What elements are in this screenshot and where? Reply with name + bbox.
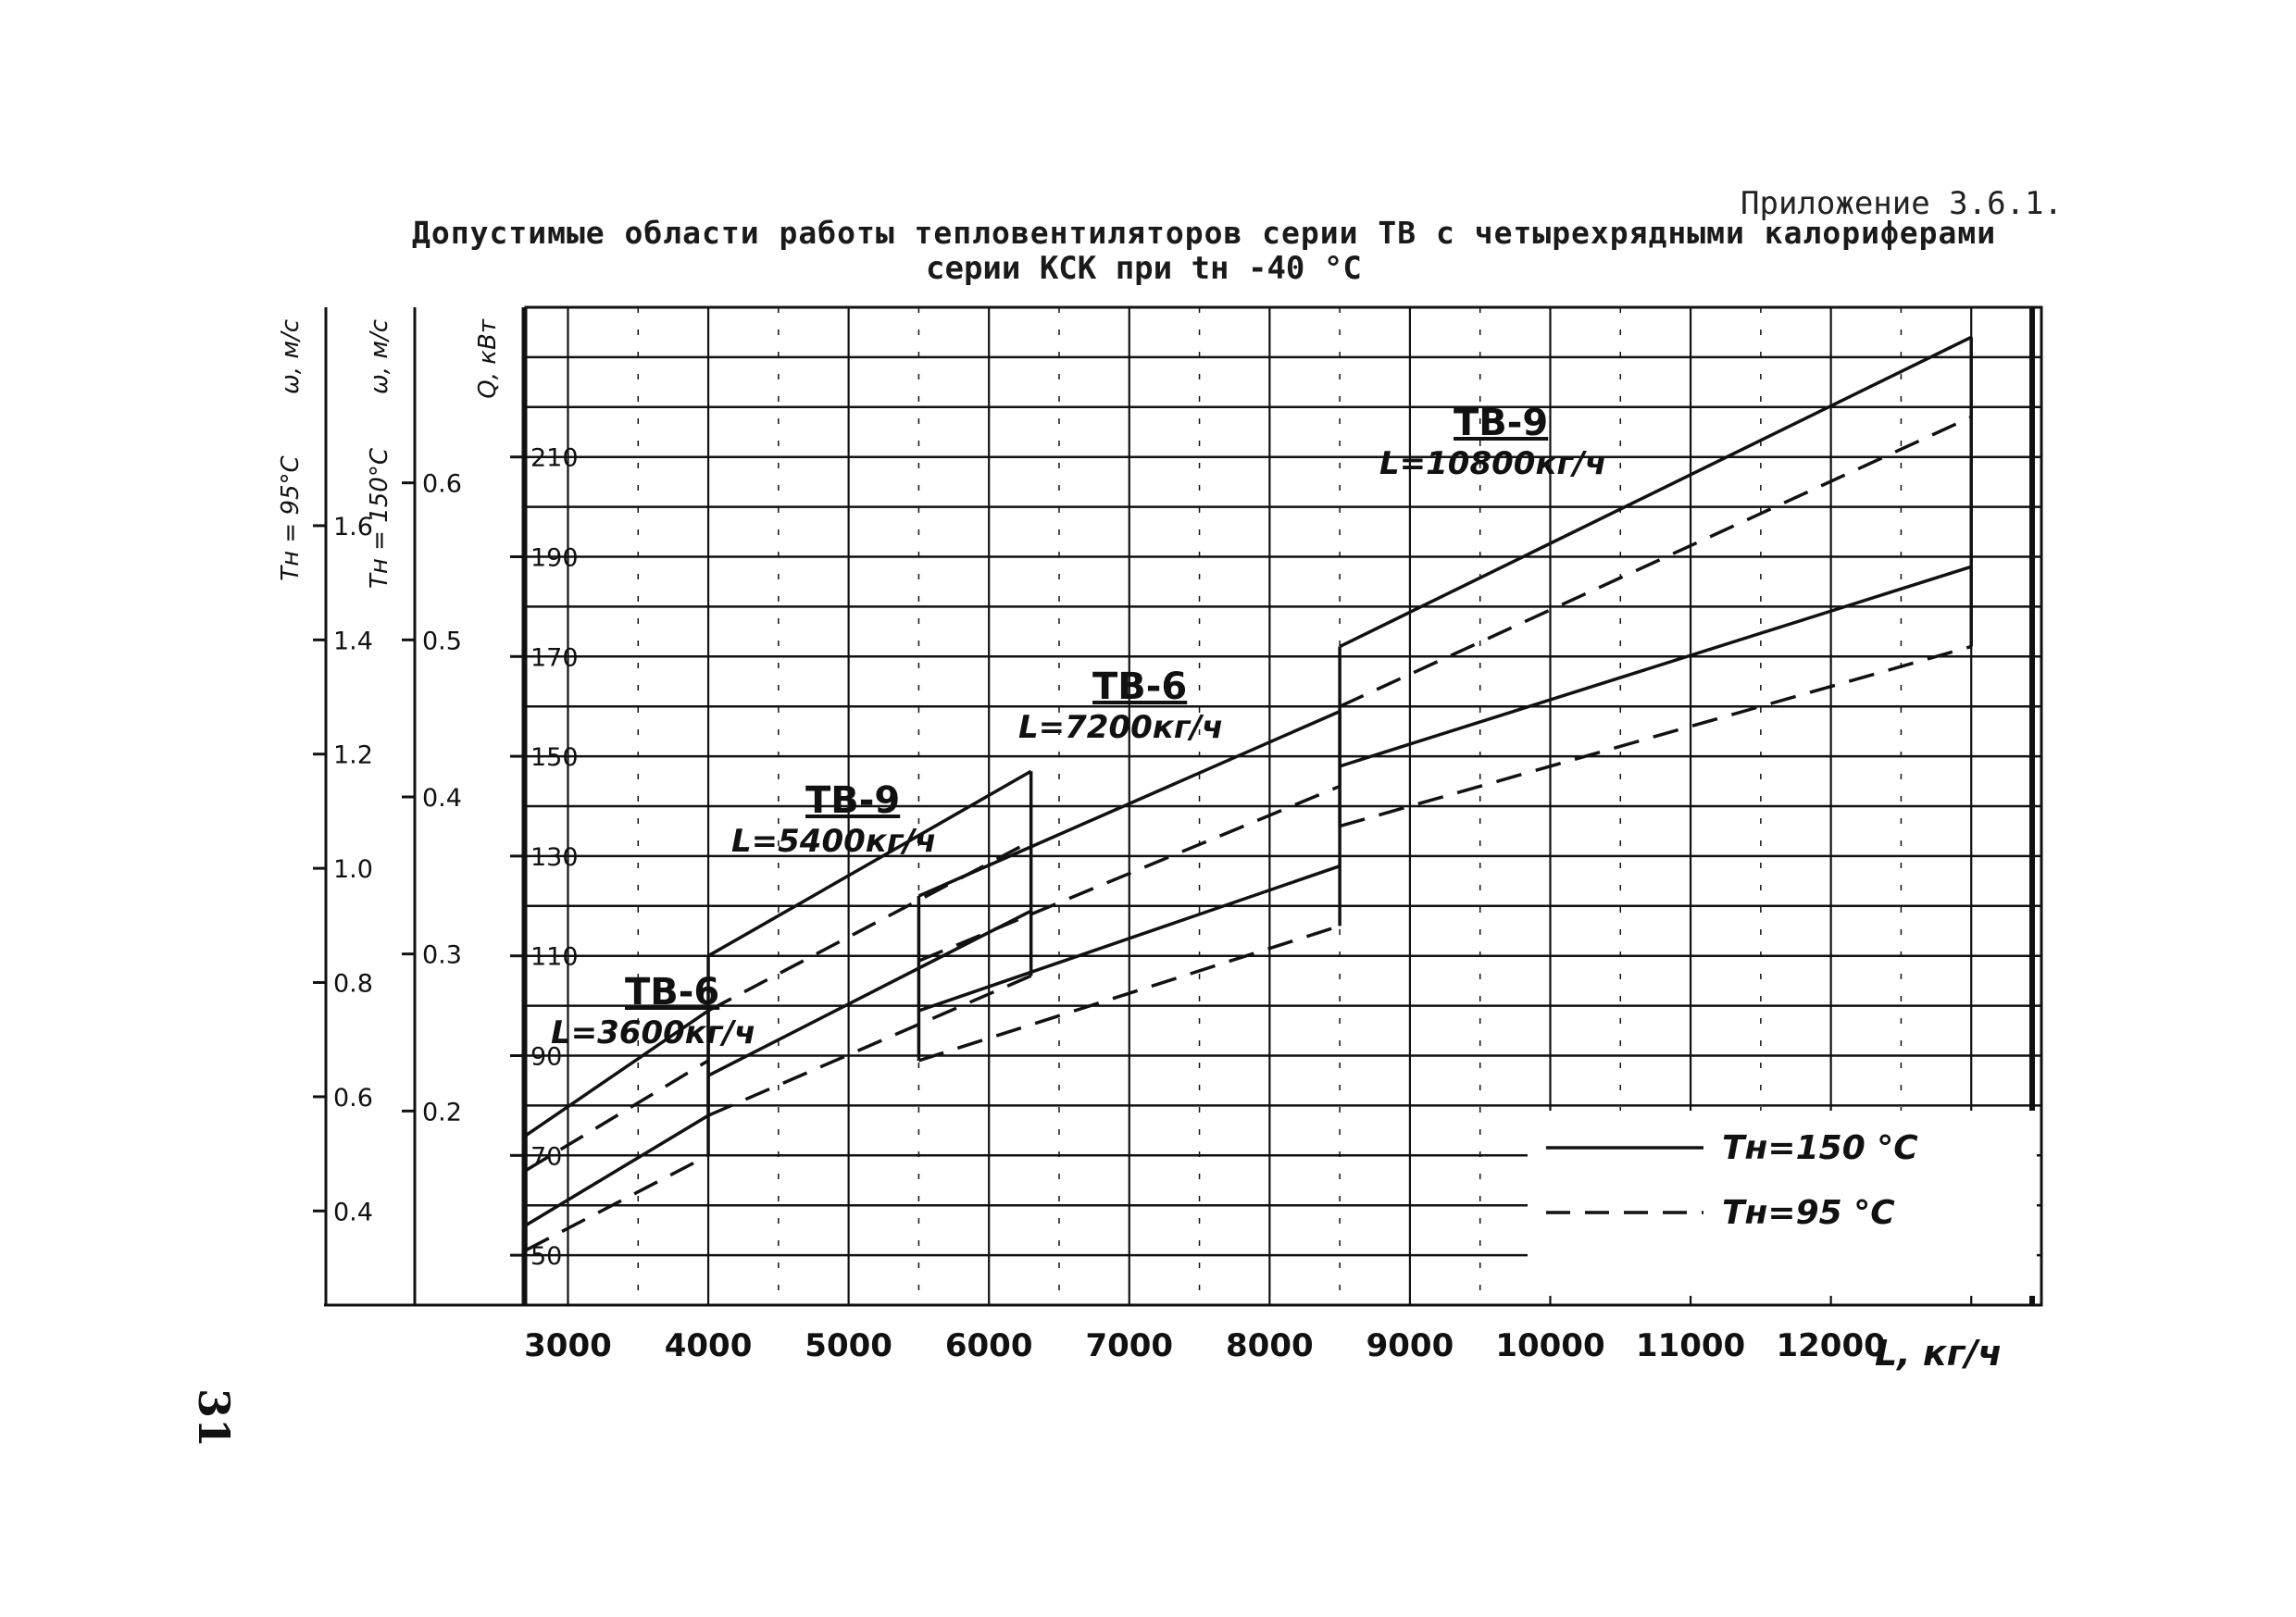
y-tick-label: 0.2 <box>422 1098 462 1126</box>
chart-marks <box>524 335 2037 1296</box>
y-tick-label: 110 <box>530 943 579 972</box>
y-tick-label: 90 <box>530 1043 562 1072</box>
y-tick-label: 0.3 <box>422 941 462 970</box>
series-line-solid <box>917 864 1341 1013</box>
region-flow-label: L=7200кг/ч <box>1018 709 1223 746</box>
appendix-label: Приложение 3.6.1. <box>1741 185 2063 222</box>
y-tick-label: 0.4 <box>422 784 462 813</box>
series-line-solid <box>707 909 1032 1077</box>
series-line-solid <box>525 1113 709 1227</box>
y-axis-sublabel: Tн = 95°С <box>277 454 305 580</box>
x-tick-label: 6000 <box>945 1327 1033 1364</box>
y-tick-label: 190 <box>530 544 579 573</box>
y-tick-label: 1.6 <box>333 513 373 541</box>
y-tick-label: 0.4 <box>333 1198 373 1226</box>
y-axis-label: ω, м/с <box>277 319 305 394</box>
y-tick-label: 150 <box>530 743 579 772</box>
region-name-label: ТВ-6 <box>1092 665 1187 708</box>
region-flow-label: L=5400кг/ч <box>731 823 936 860</box>
y-tick-label: 1.4 <box>333 627 373 655</box>
y-axis-label: ω, м/с <box>366 319 393 394</box>
y-tick-label: 170 <box>530 643 579 672</box>
x-tick-label: 5000 <box>805 1327 892 1364</box>
y-axis-sublabel: Tн = 150°С <box>366 447 393 589</box>
series-line-dashed <box>917 784 1341 963</box>
chart-axes <box>313 305 2043 1307</box>
y-tick-label: 0.5 <box>422 627 462 655</box>
y-tick-label: 0.6 <box>422 470 462 499</box>
y-tick-label: 70 <box>530 1142 562 1171</box>
series-line-dashed <box>1339 415 1972 708</box>
series-line-solid <box>1339 565 1972 768</box>
region-name-label: ТВ-9 <box>805 779 900 822</box>
chart-title-line1: Допустимые области работы тепловентилято… <box>412 215 1997 251</box>
series-line-solid <box>525 1009 710 1138</box>
series-line-dashed <box>1339 644 1972 828</box>
y-tick-label: 0.6 <box>333 1084 373 1113</box>
series-line-dashed <box>707 974 1032 1117</box>
y-tick-label: 1.2 <box>333 741 373 770</box>
chart-title-line2: серии КСК при tн -40 °С <box>926 250 1362 287</box>
y-tick-label: 50 <box>530 1242 562 1271</box>
region-flow-label: L=3600кг/ч <box>551 1014 755 1051</box>
y-tick-label: 1.0 <box>333 855 373 884</box>
region-name-label: ТВ-9 <box>1454 402 1548 444</box>
series-line-solid <box>917 709 1341 898</box>
region-name-label: ТВ-6 <box>625 971 719 1014</box>
region-flow-label: L=10800кг/ч <box>1379 445 1606 482</box>
chart-labels: 3000 4000 5000 6000 7000 8000 9000 10000 11000 12… <box>277 318 2003 1374</box>
series-line-solid <box>707 769 1032 958</box>
x-tick-label: 3000 <box>524 1327 612 1364</box>
x-tick-label: 4000 <box>665 1327 753 1364</box>
x-axis-label: L, кг/ч <box>1875 1333 2003 1374</box>
y-axis-label: Q, кВт <box>474 318 502 399</box>
x-tick-label: 12000 <box>1776 1327 1885 1364</box>
x-tick-label: 10000 <box>1495 1327 1604 1364</box>
legend-label: Tн=150 °С <box>1722 1129 1918 1167</box>
series-line-dashed <box>917 924 1341 1063</box>
series-line-solid <box>1339 335 1972 649</box>
x-tick-label: 8000 <box>1226 1327 1314 1364</box>
y-tick-label: 0.8 <box>333 970 373 999</box>
x-tick-label: 9000 <box>1366 1327 1454 1364</box>
legend-label: Tн=95 °С <box>1722 1194 1895 1232</box>
series-line-dashed <box>525 1059 709 1172</box>
series-line-dashed <box>525 1153 709 1252</box>
legend-box <box>1528 1111 2037 1296</box>
x-tick-label: 7000 <box>1085 1327 1173 1364</box>
y-tick-label: 130 <box>530 843 579 872</box>
y-tick-label: 210 <box>530 444 579 473</box>
x-tick-label: 11000 <box>1636 1327 1745 1364</box>
